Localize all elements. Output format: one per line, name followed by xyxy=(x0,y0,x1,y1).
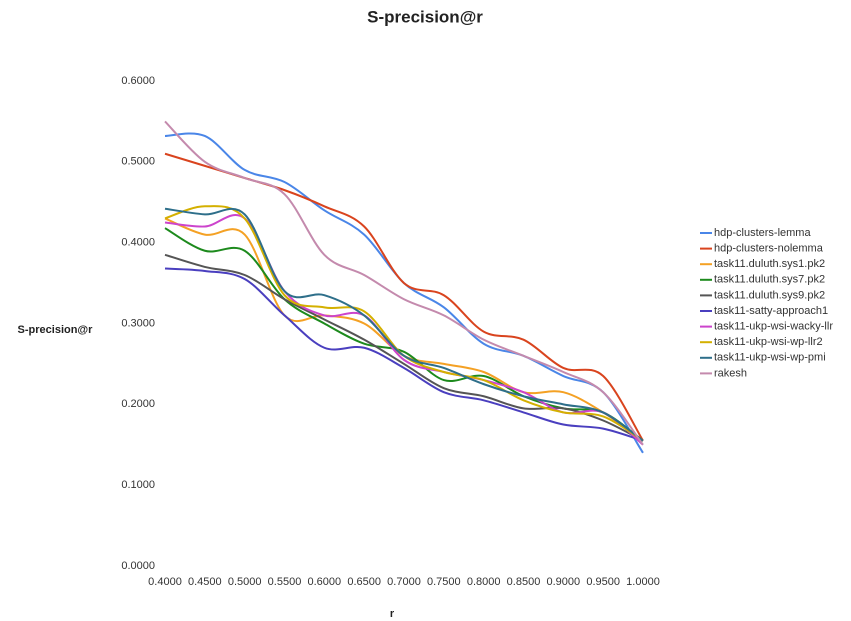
series-line xyxy=(164,227,644,442)
y-tick-label: 0.5000 xyxy=(121,156,155,168)
x-tick-label: 0.6500 xyxy=(347,576,381,588)
x-tick-label: 0.4000 xyxy=(148,576,182,588)
x-tick-label: 0.4500 xyxy=(188,576,222,588)
y-tick-label: 0.3000 xyxy=(121,317,155,329)
legend-label: task11.duluth.sys9.pk2 xyxy=(714,289,825,301)
series-line xyxy=(164,120,644,446)
x-tick-label: 1.0000 xyxy=(626,576,660,588)
legend-label: task11-satty-approach1 xyxy=(714,305,828,317)
x-tick-label: 0.5000 xyxy=(228,576,262,588)
chart-title: S-precision@r xyxy=(367,7,483,26)
y-tick-label: 0.1000 xyxy=(121,479,155,491)
y-axis-title: S-precision@r xyxy=(18,324,94,336)
y-tick-label: 0.0000 xyxy=(121,560,155,572)
series-line xyxy=(164,267,644,442)
legend-label: hdp-clusters-lemma xyxy=(714,227,811,239)
legend-label: task11-ukp-wsi-wp-pmi xyxy=(714,352,826,364)
legend-label: task11.duluth.sys7.pk2 xyxy=(714,274,825,286)
x-tick-label: 0.7500 xyxy=(427,576,461,588)
x-tick-label: 0.8500 xyxy=(507,576,541,588)
series-line xyxy=(164,217,644,442)
x-axis-title: r xyxy=(390,608,395,620)
series-line xyxy=(164,253,644,442)
legend-label: task11-ukp-wsi-wacky-llr xyxy=(714,321,833,333)
x-tick-label: 0.9500 xyxy=(586,576,620,588)
legend-label: rakesh xyxy=(714,367,747,379)
legend-label: task11-ukp-wsi-wp-llr2 xyxy=(714,336,823,348)
y-tick-label: 0.4000 xyxy=(121,237,155,249)
series-line xyxy=(164,207,644,442)
legend-label: task11.duluth.sys1.pk2 xyxy=(714,258,825,270)
y-tick-label: 0.2000 xyxy=(121,398,155,410)
y-tick-label: 0.6000 xyxy=(121,75,155,87)
x-tick-label: 0.8000 xyxy=(467,576,501,588)
legend-label: hdp-clusters-nolemma xyxy=(714,243,824,255)
x-tick-label: 0.6000 xyxy=(308,576,342,588)
series-line xyxy=(164,152,644,442)
x-tick-label: 0.5500 xyxy=(268,576,302,588)
x-tick-label: 0.7000 xyxy=(387,576,421,588)
x-tick-label: 0.9000 xyxy=(547,576,581,588)
